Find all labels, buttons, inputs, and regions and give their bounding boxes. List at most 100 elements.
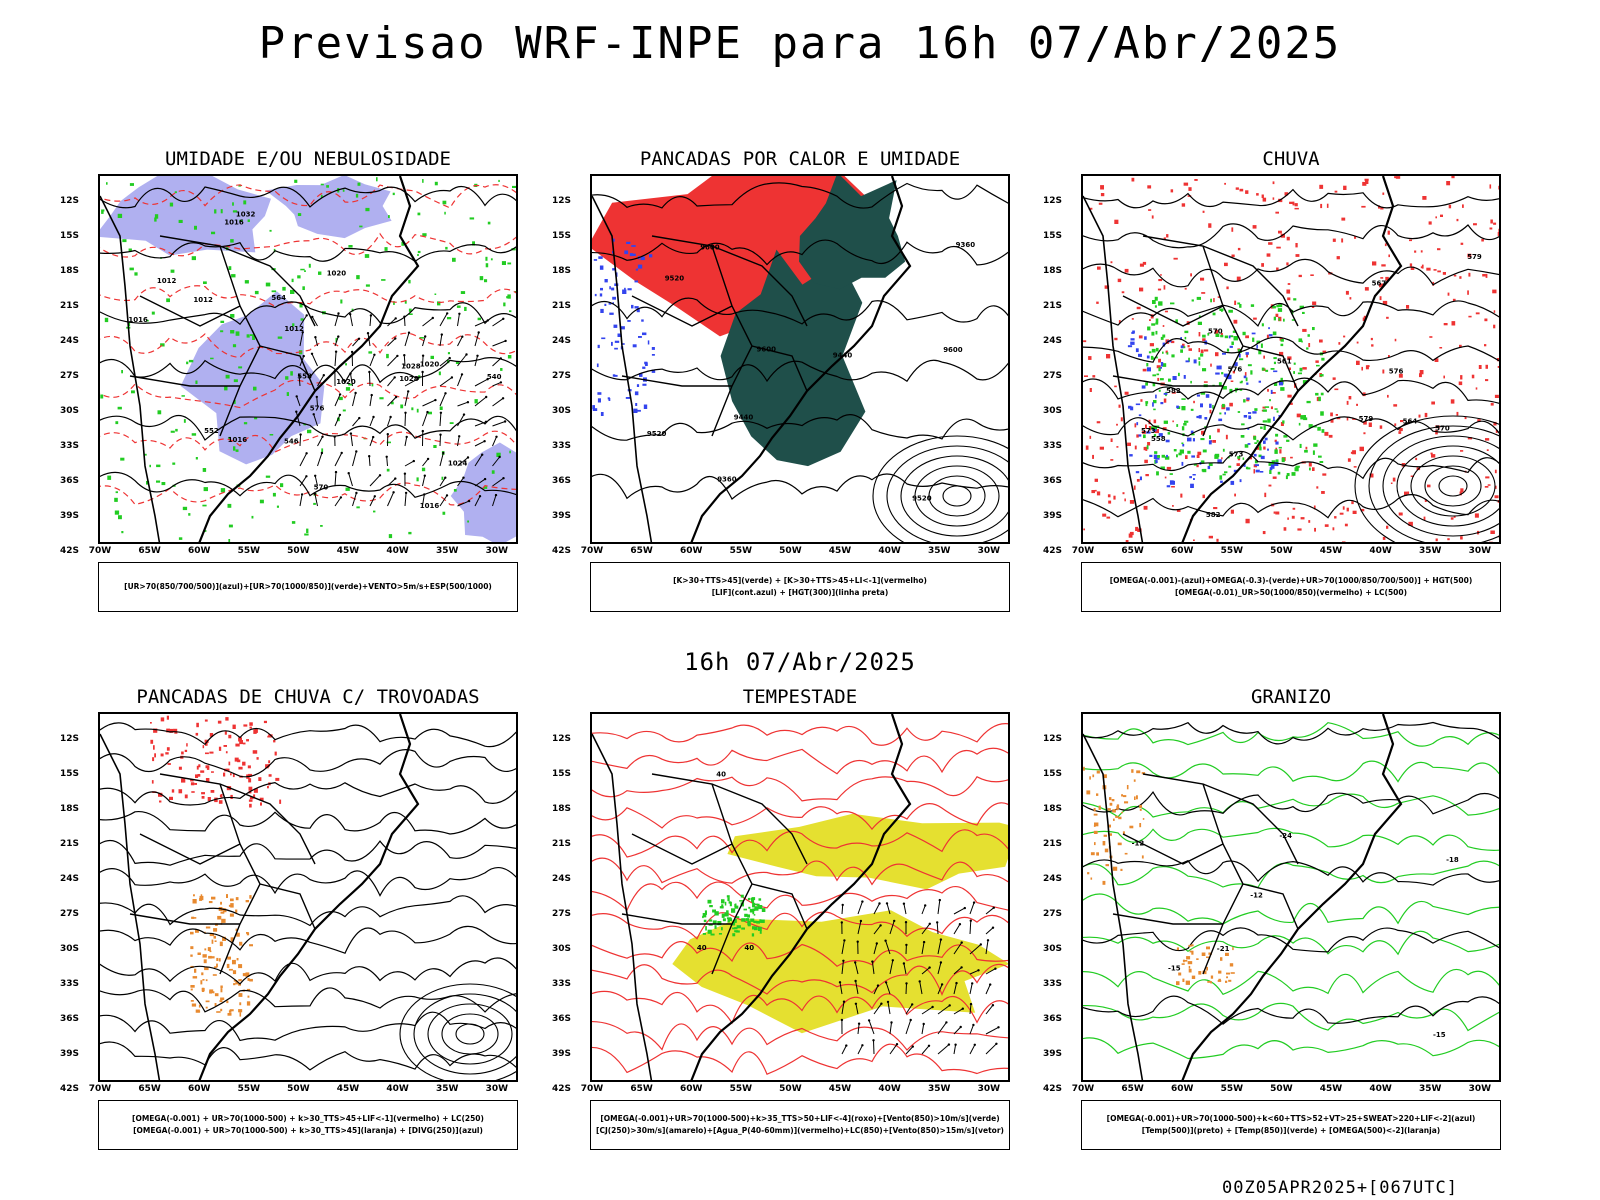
wind-vector-head	[499, 357, 502, 360]
wind-vector	[854, 962, 859, 975]
speckle	[1481, 238, 1484, 242]
contour-label: -24	[1279, 832, 1292, 840]
speckle	[174, 191, 177, 194]
speckle	[200, 894, 203, 898]
contour-label: 9520	[912, 495, 932, 503]
speckle	[282, 286, 286, 291]
wind-vector	[439, 434, 441, 447]
latitude-label: 24S	[552, 874, 572, 884]
speckle	[102, 209, 105, 212]
wind-vector	[937, 939, 942, 955]
speckle	[1494, 495, 1499, 499]
wind-vector-head	[840, 1018, 844, 1022]
panel-title: UMIDADE E/OU NEBULOSIDADE	[165, 148, 451, 170]
speckle	[1239, 389, 1243, 391]
speckle	[340, 299, 343, 304]
speckle	[1189, 950, 1192, 953]
speckle	[1283, 318, 1285, 322]
speckle	[204, 948, 207, 951]
legend-line: [Temp(500)](preto) + [Temp(850)](verde) …	[1141, 1126, 1441, 1135]
coastline-borders	[100, 176, 420, 542]
speckle	[231, 939, 233, 942]
speckle	[121, 370, 123, 374]
speckle	[239, 1012, 242, 1017]
speckle	[727, 897, 730, 902]
speckle	[1109, 833, 1112, 836]
speckle	[1439, 347, 1443, 349]
speckle	[1304, 449, 1308, 453]
speckle	[434, 181, 438, 186]
speckle	[220, 985, 223, 988]
speckle	[1110, 438, 1113, 442]
wind-vector-head	[310, 352, 314, 355]
wind-vector	[439, 357, 451, 367]
wind-vector-head	[421, 354, 425, 357]
wind-vector-head	[878, 902, 881, 905]
speckle	[1427, 484, 1431, 488]
wind-vector-head	[305, 475, 308, 478]
speckle	[1110, 261, 1113, 264]
streamline-vortex	[399, 983, 516, 1080]
contour-line	[592, 747, 1008, 775]
speckle	[252, 750, 258, 754]
speckle	[647, 340, 650, 345]
speckle	[249, 895, 252, 899]
speckle	[134, 272, 138, 276]
speckle	[1259, 443, 1262, 448]
speckle	[1246, 467, 1251, 470]
speckle	[1176, 405, 1179, 409]
speckle	[1273, 382, 1278, 386]
wind-vector	[885, 940, 891, 955]
speckle	[1155, 322, 1159, 325]
speckle	[1157, 288, 1162, 291]
wind-vector-head	[875, 942, 878, 945]
contour-label: 570	[1208, 328, 1223, 336]
contour-label: 9440	[734, 414, 754, 422]
speckle	[1155, 455, 1160, 458]
speckle	[1241, 423, 1245, 426]
speckle	[1152, 383, 1156, 387]
speckle	[1142, 431, 1146, 434]
wind-vector-head	[939, 938, 943, 941]
wind-vector	[474, 396, 487, 407]
speckle	[268, 734, 273, 738]
speckle	[491, 470, 495, 474]
speckle	[1171, 486, 1175, 488]
wind-vector	[905, 1019, 912, 1035]
speckle	[1488, 541, 1493, 542]
speckle	[1162, 351, 1164, 354]
speckle	[222, 936, 226, 941]
contour-line	[100, 414, 516, 441]
speckle	[1208, 223, 1212, 228]
wind-vector	[403, 316, 406, 327]
speckle	[631, 304, 634, 309]
speckle	[1096, 421, 1101, 424]
wind-vector	[873, 985, 879, 995]
latitude-label: 30S	[1043, 406, 1063, 416]
speckle	[220, 320, 225, 323]
contour-line	[1083, 927, 1499, 953]
contour-line	[592, 829, 1008, 858]
speckle	[592, 405, 595, 410]
wind-vector-head	[450, 376, 454, 379]
speckle	[246, 932, 250, 936]
speckle	[1234, 493, 1236, 497]
longitude-label: 35W	[435, 546, 459, 556]
speckle	[1253, 317, 1257, 320]
contour-label: 561	[1277, 357, 1292, 365]
speckle	[1141, 385, 1146, 389]
speckle	[1273, 361, 1276, 365]
speckle	[1171, 391, 1176, 394]
speckle	[1206, 966, 1208, 971]
wind-vector-head	[295, 395, 298, 398]
speckle	[1291, 472, 1296, 476]
speckle	[1382, 536, 1386, 540]
speckle	[1190, 430, 1194, 434]
speckle	[210, 357, 214, 360]
speckle	[1160, 366, 1162, 369]
speckle	[1187, 961, 1193, 965]
speckle	[1398, 431, 1402, 434]
speckle	[190, 985, 195, 988]
wind-vector	[439, 477, 446, 487]
speckle	[1196, 958, 1199, 960]
